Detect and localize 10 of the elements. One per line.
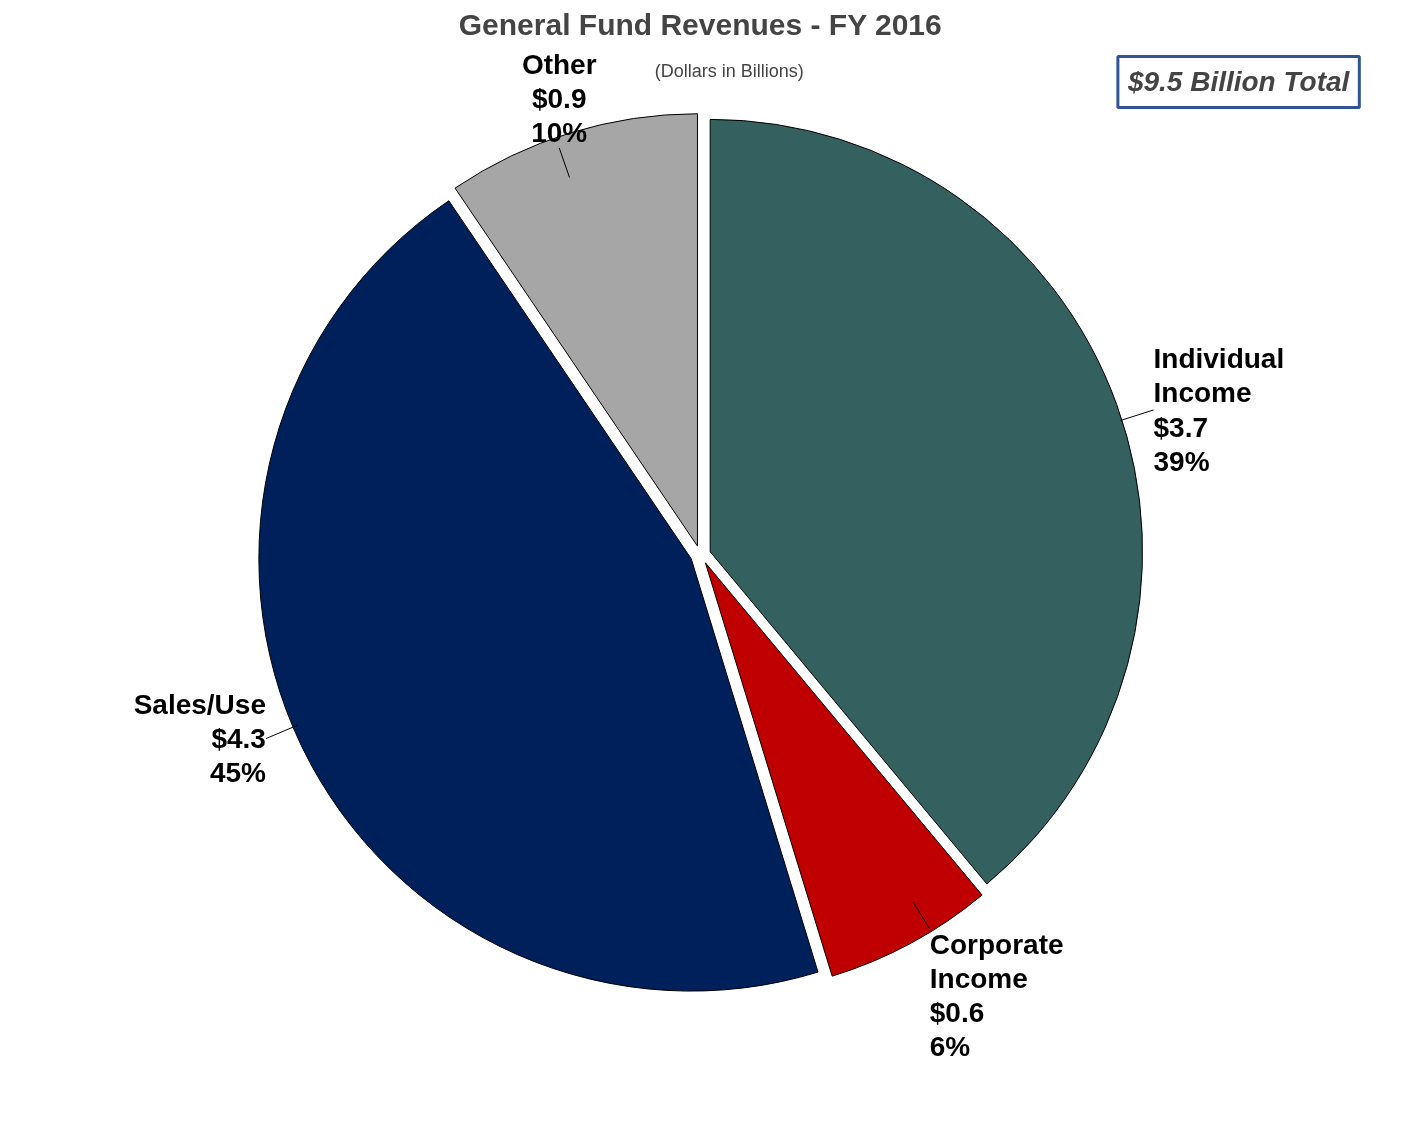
data-label: $4.3 45% bbox=[209, 723, 267, 789]
text: $9.5 Billion Total bbox=[1126, 66, 1351, 98]
data-label: $3.7 39% bbox=[1153, 411, 1210, 477]
slice-label: Other bbox=[521, 48, 597, 80]
chart-title: General Fund Revenues - FY 2016 bbox=[458, 7, 942, 41]
chart-subtitle: (Dollars in Billions) bbox=[654, 60, 804, 81]
slice-label: Individual Income bbox=[1153, 343, 1285, 409]
data-label: $0.6 6% bbox=[929, 997, 985, 1063]
slice-label: Sales/Use bbox=[133, 688, 266, 720]
slice-label: Corporate Income bbox=[929, 929, 1064, 995]
